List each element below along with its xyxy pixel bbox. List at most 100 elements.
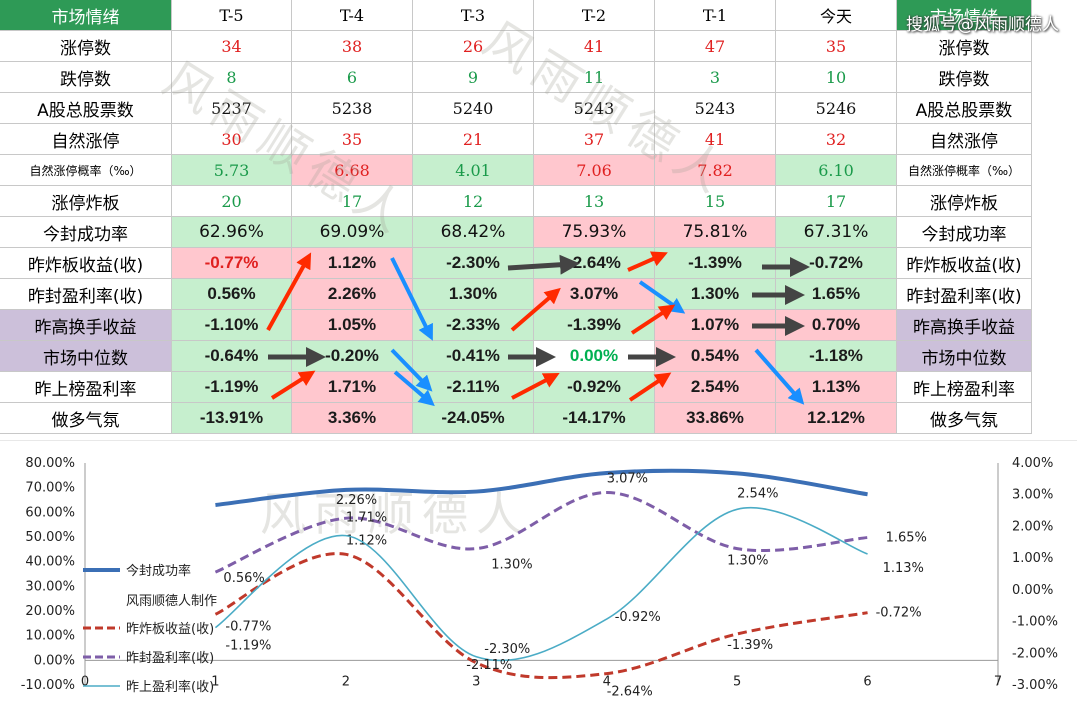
table-cell: 30 xyxy=(172,124,292,155)
right-tick-label: -2.00% xyxy=(1012,646,1058,661)
row-label-right: 跌停数 xyxy=(897,62,1032,93)
legend-label: 今封成功率 xyxy=(126,563,191,579)
x-tick-label: 6 xyxy=(863,674,871,689)
row-label: 昨炸板收益(收) xyxy=(0,248,172,279)
row-label: 自然涨停概率（‰） xyxy=(0,155,172,186)
data-label: 2.54% xyxy=(737,486,778,501)
row-label-right: 昨封盈利率(收) xyxy=(897,279,1032,310)
row-label-right: 今封成功率 xyxy=(897,217,1032,248)
left-tick-label: 60.00% xyxy=(25,505,75,520)
table-cell: 12 xyxy=(413,186,534,217)
watermark: 搜狐号@风雨顺德人 xyxy=(906,15,1059,35)
data-label: -1.39% xyxy=(727,638,773,653)
table-cell: -0.77% xyxy=(172,248,292,279)
table-cell: 75.93% xyxy=(534,217,655,248)
chart-watermark: 风雨顺德人 xyxy=(260,487,530,541)
table-cell: 47 xyxy=(655,31,776,62)
table-cell: 6.10 xyxy=(776,155,897,186)
table-cell: 38 xyxy=(292,31,413,62)
table-cell: 4.01 xyxy=(413,155,534,186)
left-tick-label: 30.00% xyxy=(25,579,75,594)
row-label: 昨高换手收益 xyxy=(0,310,172,341)
row-label: 涨停炸板 xyxy=(0,186,172,217)
table-cell: 12.12% xyxy=(776,403,897,434)
table-cell: -14.17% xyxy=(534,403,655,434)
x-tick-label: 0 xyxy=(81,674,89,689)
legend-label: 昨封盈利率(收) xyxy=(126,650,214,666)
table-cell: 5237 xyxy=(172,93,292,124)
trend-arrow xyxy=(266,252,312,331)
table-cell: 7.82 xyxy=(655,155,776,186)
row-label-right: 昨高换手收益 xyxy=(897,310,1032,341)
table-cell: 5243 xyxy=(655,93,776,124)
row-label-right: 做多气氛 xyxy=(897,403,1032,434)
table-cell: 9 xyxy=(413,62,534,93)
row-label: 昨上榜盈利率 xyxy=(0,372,172,403)
series-line xyxy=(214,507,868,662)
row-label-right: 自然涨停 xyxy=(897,124,1032,155)
x-tick-label: 3 xyxy=(472,674,480,689)
trend-arrow xyxy=(507,254,580,275)
data-label: 1.12% xyxy=(346,533,387,548)
trend-arrow xyxy=(754,348,805,405)
left-tick-label: 10.00% xyxy=(25,629,75,644)
x-tick-label: 2 xyxy=(342,674,350,689)
table-cell: 3 xyxy=(655,62,776,93)
trend-arrow xyxy=(511,373,560,400)
column-header: T-1 xyxy=(655,0,776,31)
column-header: T-3 xyxy=(413,0,534,31)
data-label: -1.19% xyxy=(225,639,271,654)
table-cell: -2.64% xyxy=(534,248,655,279)
left-tick-label: 70.00% xyxy=(25,481,75,496)
series-line xyxy=(215,468,868,508)
trend-arrows xyxy=(266,251,810,407)
x-tick-label: 4 xyxy=(603,674,611,689)
trend-chart: 风雨顺德人 80.00%70.00%60.00%50.00%40.00%30.0… xyxy=(0,440,1077,700)
table-cell: 10 xyxy=(776,62,897,93)
data-label: 1.30% xyxy=(491,558,532,573)
trend-arrow xyxy=(630,304,676,335)
table-cell: -1.10% xyxy=(172,310,292,341)
table-cell: 32 xyxy=(776,124,897,155)
legend-note: 风雨顺德人制作 xyxy=(126,594,217,609)
table-cell: 35 xyxy=(292,124,413,155)
series-line xyxy=(214,490,868,574)
data-label: 3.07% xyxy=(607,471,648,486)
table-cell: 20 xyxy=(172,186,292,217)
data-label: -2.11% xyxy=(466,658,512,673)
right-tick-label: 2.00% xyxy=(1012,519,1053,534)
table-cell: 8 xyxy=(172,62,292,93)
table-cell: 1.05% xyxy=(292,310,413,341)
data-label: -0.92% xyxy=(615,610,661,625)
table-cell: 35 xyxy=(776,31,897,62)
row-label: 涨停数 xyxy=(0,31,172,62)
right-tick-label: -1.00% xyxy=(1012,615,1058,630)
row-label-right: 自然涨停概率（‰） xyxy=(897,155,1032,186)
table-cell: 2.26% xyxy=(292,279,413,310)
table-cell: 1.13% xyxy=(776,372,897,403)
table-cell: 1.30% xyxy=(413,279,534,310)
trend-arrow xyxy=(510,287,561,332)
right-tick-label: 3.00% xyxy=(1012,488,1053,503)
table-cell: 34 xyxy=(172,31,292,62)
legend-label: 昨炸板收益(收) xyxy=(126,622,214,637)
table-cell: 5240 xyxy=(413,93,534,124)
left-tick-label: 20.00% xyxy=(25,604,75,619)
data-label: -2.30% xyxy=(484,642,530,657)
x-tick-label: 5 xyxy=(733,674,741,689)
table-cell: -2.33% xyxy=(413,310,534,341)
row-label: 昨封盈利率(收) xyxy=(0,279,172,310)
data-label: 1.65% xyxy=(886,531,927,546)
x-tick-label: 7 xyxy=(994,674,1002,689)
table-cell: -1.39% xyxy=(655,248,776,279)
table-cell: 68.42% xyxy=(413,217,534,248)
right-tick-label: -3.00% xyxy=(1012,678,1058,693)
table-cell: 0.56% xyxy=(172,279,292,310)
trend-arrow xyxy=(638,280,686,314)
table-cell: -2.30% xyxy=(413,248,534,279)
row-label-right: 涨停数 xyxy=(897,31,1032,62)
row-label: 市场中位数 xyxy=(0,341,172,372)
table-cell: 17 xyxy=(292,186,413,217)
table-cell: 3.36% xyxy=(292,403,413,434)
table-cell: 13 xyxy=(534,186,655,217)
